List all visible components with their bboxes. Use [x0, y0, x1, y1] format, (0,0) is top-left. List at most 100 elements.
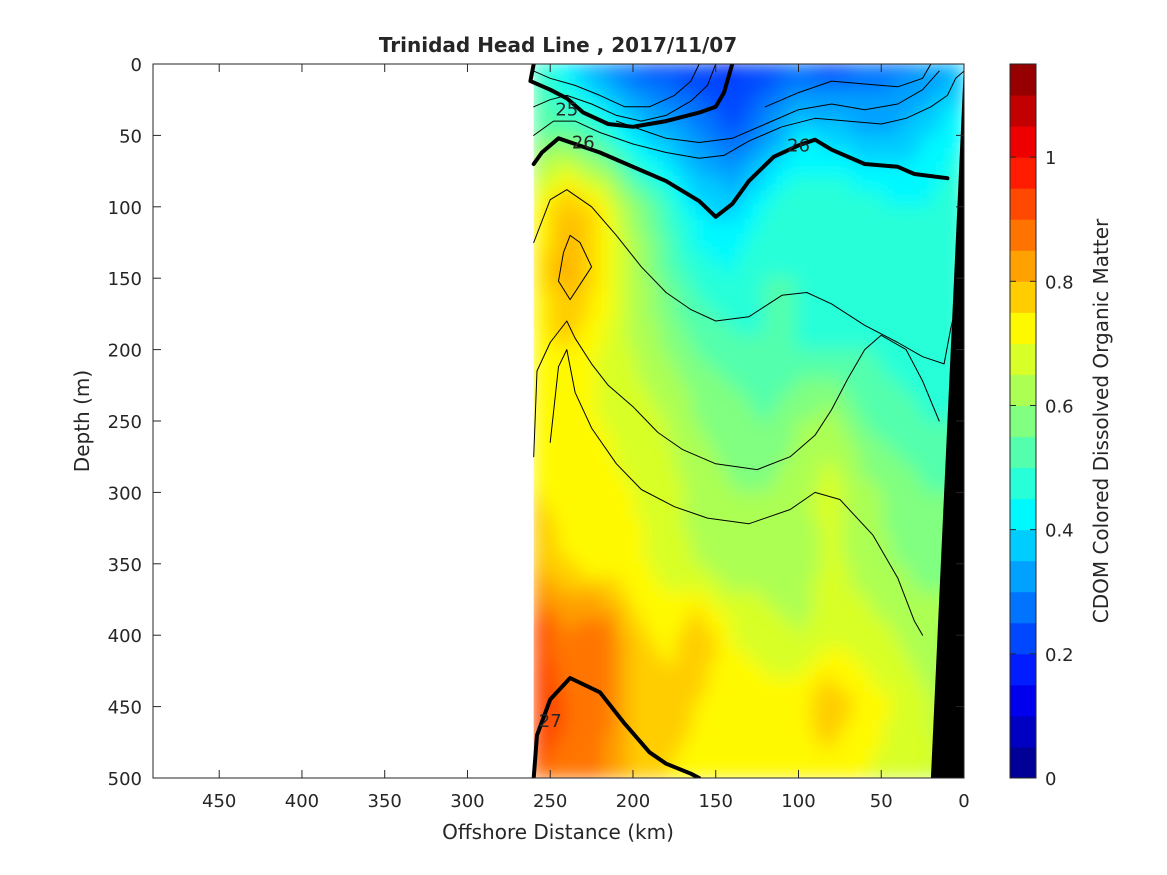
field-cell [684, 405, 695, 422]
field-cell [700, 177, 710, 194]
field-cell [652, 262, 663, 280]
field-cell [668, 462, 679, 480]
field-cell [604, 519, 615, 537]
field-cell [803, 748, 814, 765]
field-cell [612, 719, 623, 737]
field-cell [771, 220, 782, 237]
field-cell [755, 120, 766, 137]
field-cell [819, 462, 830, 480]
field-cell [787, 748, 798, 765]
field-cell [596, 719, 607, 737]
field-cell [899, 64, 910, 80]
field-cell [588, 64, 599, 80]
field-cell [875, 234, 886, 251]
field-cell [811, 705, 822, 722]
field-cell [540, 148, 551, 165]
field-cell [612, 434, 623, 451]
field-cell [564, 748, 575, 765]
field-cell [795, 234, 806, 251]
field-cell [548, 648, 559, 665]
field-cell [867, 64, 878, 80]
field-cell [883, 491, 894, 508]
field-cell [628, 205, 639, 223]
field-cell [548, 334, 559, 351]
field-cell [731, 562, 742, 580]
field-cell [533, 605, 543, 622]
field-cell [596, 305, 607, 323]
field-cell [899, 205, 910, 223]
field-cell [604, 491, 615, 508]
field-cell [907, 648, 918, 665]
field-cell [763, 605, 774, 622]
colorbar-segment [1010, 374, 1036, 406]
field-cell [540, 405, 551, 422]
field-cell [660, 248, 671, 265]
field-cell [548, 64, 559, 80]
field-cell [923, 205, 934, 223]
field-cell [620, 220, 631, 237]
field-cell [636, 548, 647, 565]
field-cell [620, 762, 631, 778]
field-cell [723, 377, 734, 394]
field-cell [636, 562, 647, 580]
field-cell [604, 377, 615, 394]
field-cell [827, 619, 838, 637]
field-cell [556, 562, 567, 580]
field-cell [835, 277, 846, 294]
field-cell [707, 634, 718, 651]
field-cell [875, 605, 886, 622]
field-cell [533, 277, 543, 294]
field-cell [580, 205, 591, 223]
field-cell [803, 148, 814, 165]
field-cell [572, 377, 583, 394]
field-cell [915, 91, 926, 108]
field-cell [628, 662, 639, 680]
field-cell [843, 448, 854, 465]
field-cell [588, 91, 599, 108]
field-cell [763, 148, 774, 165]
field-cell [747, 262, 758, 280]
field-cell [731, 705, 742, 722]
field-cell [795, 434, 806, 451]
field-cell [899, 277, 910, 294]
field-cell [540, 548, 551, 565]
field-cell [715, 305, 726, 323]
field-cell [947, 262, 958, 280]
field-cell [755, 148, 766, 165]
field-cell [867, 562, 878, 580]
field-cell [835, 634, 846, 651]
field-cell [907, 477, 918, 494]
field-cell [604, 205, 615, 223]
field-cell [612, 477, 623, 494]
field-cell [588, 648, 599, 665]
field-cell [715, 662, 726, 680]
field-cell [556, 220, 567, 237]
field-cell [556, 734, 567, 751]
field-cell [843, 534, 854, 551]
field-cell [939, 391, 950, 408]
field-cell [540, 519, 551, 537]
field-cell [700, 248, 710, 265]
field-cell [811, 405, 822, 422]
field-cell [660, 548, 671, 565]
field-cell [676, 405, 687, 422]
field-cell [891, 548, 902, 565]
field-cell [907, 719, 918, 737]
field-cell [827, 605, 838, 622]
field-cell [755, 534, 766, 551]
field-cell [835, 762, 846, 778]
field-cell [915, 120, 926, 137]
colorbar-segment [1010, 560, 1036, 593]
field-cell [636, 348, 647, 365]
field-cell [827, 234, 838, 251]
field-cell [883, 91, 894, 108]
field-cell [827, 491, 838, 508]
field-cell [580, 91, 591, 108]
field-cell [620, 548, 631, 565]
field-cell [859, 605, 870, 622]
field-cell [644, 320, 655, 337]
contour-line [764, 64, 932, 108]
field-cell [779, 648, 790, 665]
field-cell [548, 734, 559, 751]
